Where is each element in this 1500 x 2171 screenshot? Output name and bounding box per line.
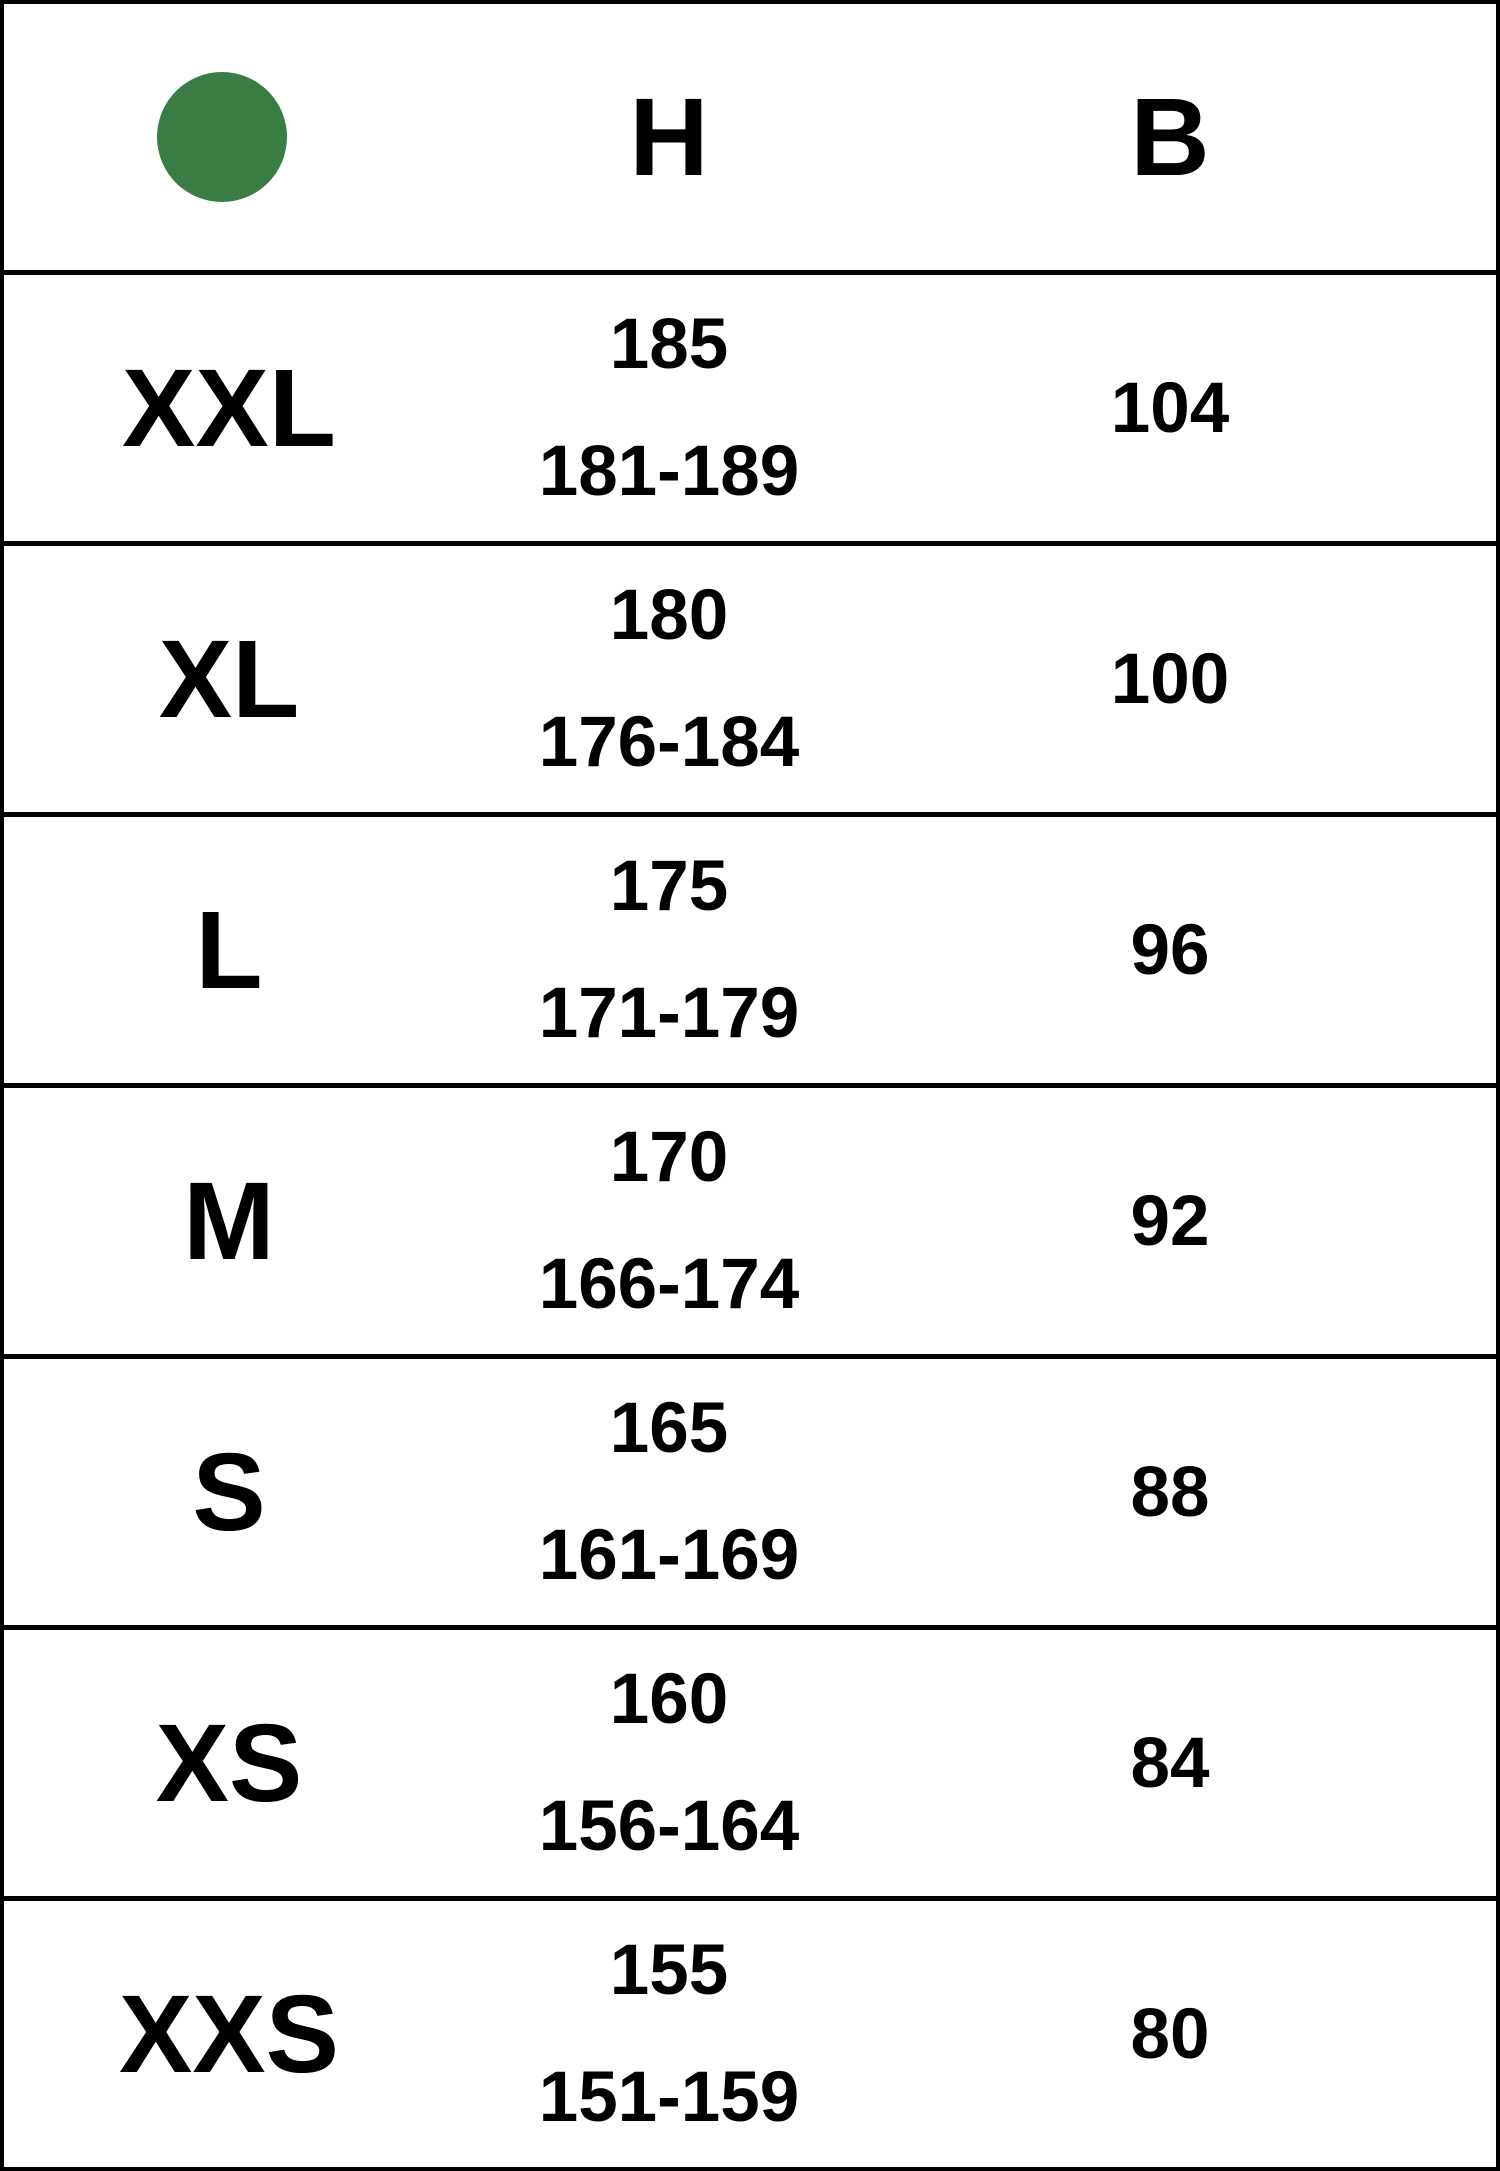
height-range-value: 176-184 — [538, 703, 800, 782]
table-row: M 170 166-174 92 — [4, 1083, 1496, 1354]
bust-value: 92 — [1130, 1181, 1210, 1261]
bust-value: 88 — [1130, 1452, 1210, 1532]
height-range-value: 166-174 — [538, 1245, 800, 1324]
height-range-value: 151-159 — [538, 2058, 800, 2137]
table-row: L 175 171-179 96 — [4, 812, 1496, 1083]
height-main-value: 165 — [609, 1389, 729, 1468]
height-range-value: 171-179 — [538, 974, 800, 1053]
size-label: XS — [155, 1701, 303, 1825]
green-circle-icon — [157, 72, 287, 202]
height-main-value: 185 — [609, 305, 729, 384]
height-main-value: 180 — [609, 576, 729, 655]
header-h-label: H — [629, 75, 709, 199]
height-cell: 155 151-159 — [454, 1901, 884, 2167]
bust-value: 100 — [1110, 639, 1230, 719]
header-b-label: B — [1130, 75, 1210, 199]
table-row: XXL 185 181-189 104 — [4, 270, 1496, 541]
table-row: XL 180 176-184 100 — [4, 541, 1496, 812]
height-main-value: 170 — [609, 1118, 729, 1197]
height-cell: 160 156-164 — [454, 1630, 884, 1896]
height-cell: 170 166-174 — [454, 1088, 884, 1354]
height-range-value: 156-164 — [538, 1787, 800, 1866]
table-row: S 165 161-169 88 — [4, 1354, 1496, 1625]
table-row: XXS 155 151-159 80 — [4, 1896, 1496, 2167]
size-label: XL — [158, 617, 300, 741]
size-label: M — [183, 1159, 275, 1283]
bust-value: 96 — [1130, 910, 1210, 990]
table-row: XS 160 156-164 84 — [4, 1625, 1496, 1896]
bust-value: 104 — [1110, 368, 1230, 448]
size-label: XXL — [122, 346, 336, 470]
size-label: XXS — [118, 1972, 340, 2096]
header-row: H B — [4, 4, 1496, 270]
height-main-value: 175 — [609, 847, 729, 926]
height-cell: 165 161-169 — [454, 1359, 884, 1625]
height-cell: 180 176-184 — [454, 546, 884, 812]
height-cell: 185 181-189 — [454, 275, 884, 541]
height-main-value: 160 — [609, 1660, 729, 1739]
height-cell: 175 171-179 — [454, 817, 884, 1083]
height-range-value: 161-169 — [538, 1516, 800, 1595]
bust-value: 84 — [1130, 1723, 1210, 1803]
size-label: L — [195, 888, 263, 1012]
header-icon-cell — [4, 4, 454, 270]
height-main-value: 155 — [609, 1931, 729, 2010]
height-range-value: 181-189 — [538, 432, 800, 511]
size-label: S — [192, 1430, 266, 1554]
bust-value: 80 — [1130, 1994, 1210, 2074]
